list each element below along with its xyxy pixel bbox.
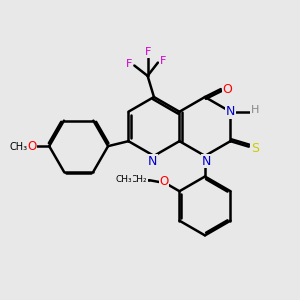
Text: F: F: [160, 56, 166, 66]
Text: CH₃: CH₃: [9, 142, 27, 152]
Text: CH₂: CH₂: [130, 175, 147, 184]
Text: CH₃: CH₃: [116, 175, 133, 184]
Text: O: O: [222, 82, 232, 96]
Text: N: N: [202, 155, 211, 168]
Text: H: H: [251, 105, 259, 115]
Text: N: N: [226, 105, 235, 118]
Text: N: N: [148, 155, 157, 168]
Text: O: O: [27, 140, 36, 153]
Text: S: S: [251, 142, 259, 154]
Text: F: F: [144, 47, 151, 57]
Text: O: O: [159, 175, 169, 188]
Text: F: F: [126, 59, 132, 69]
